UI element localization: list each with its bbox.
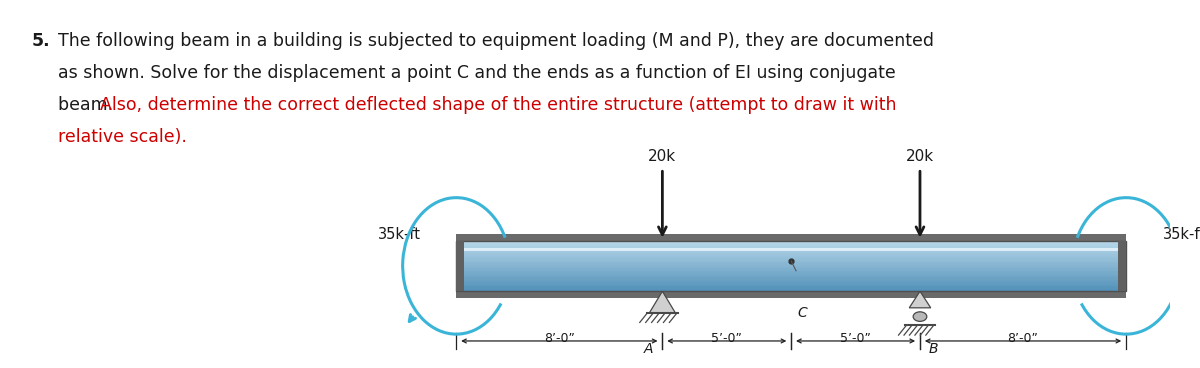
- Bar: [456, 286, 1126, 287]
- Bar: [456, 241, 464, 291]
- Text: 5’-0”: 5’-0”: [712, 332, 743, 345]
- Bar: [456, 290, 1126, 291]
- Bar: [456, 259, 1126, 261]
- Bar: [456, 289, 1126, 290]
- Bar: [1118, 241, 1126, 291]
- Text: 8’-0”: 8’-0”: [1008, 332, 1038, 345]
- Text: 20k: 20k: [648, 149, 677, 163]
- Bar: [456, 247, 1126, 248]
- Text: beam.: beam.: [59, 96, 119, 114]
- Bar: [456, 270, 1126, 271]
- Bar: [456, 262, 1126, 263]
- Bar: [456, 291, 1126, 298]
- Bar: [456, 244, 1126, 245]
- Bar: [456, 257, 1126, 258]
- Bar: [456, 243, 1126, 244]
- Bar: [456, 253, 1126, 255]
- Text: C: C: [797, 306, 806, 320]
- Bar: [456, 245, 1126, 247]
- Text: 8’-0”: 8’-0”: [544, 332, 575, 345]
- Bar: [456, 241, 1126, 242]
- Bar: [456, 282, 1126, 284]
- Bar: [456, 267, 1126, 268]
- Bar: [456, 265, 1126, 266]
- Bar: [456, 281, 1126, 282]
- Text: relative scale).: relative scale).: [59, 128, 187, 146]
- Text: as shown. Solve for the displacement a point C and the ends as a function of EI : as shown. Solve for the displacement a p…: [59, 64, 896, 82]
- Text: 5.: 5.: [31, 32, 50, 50]
- Bar: [456, 258, 1126, 259]
- Bar: [456, 280, 1126, 281]
- Bar: [456, 266, 1126, 267]
- Bar: [456, 279, 1126, 280]
- Bar: [456, 250, 1126, 251]
- Bar: [456, 285, 1126, 286]
- Bar: [456, 275, 1126, 276]
- Text: Also, determine the correct deflected shape of the entire structure (attempt to : Also, determine the correct deflected sh…: [101, 96, 896, 114]
- Bar: [456, 248, 1126, 250]
- Bar: [456, 255, 1126, 256]
- Bar: [456, 276, 1126, 277]
- Bar: [456, 248, 1126, 251]
- Ellipse shape: [913, 312, 926, 321]
- Polygon shape: [649, 291, 676, 313]
- Bar: [456, 271, 1126, 272]
- Bar: [456, 241, 1126, 291]
- Text: A: A: [644, 342, 654, 356]
- Bar: [456, 256, 1126, 257]
- Text: 35k-ft: 35k-ft: [378, 227, 421, 242]
- Bar: [456, 234, 1126, 241]
- Text: 35k-ft: 35k-ft: [1163, 227, 1200, 242]
- Bar: [456, 273, 1126, 275]
- Text: B: B: [929, 342, 938, 356]
- Bar: [456, 277, 1126, 279]
- Bar: [456, 284, 1126, 285]
- Text: 20k: 20k: [906, 149, 934, 163]
- Bar: [456, 268, 1126, 270]
- Text: The following beam in a building is subjected to equipment loading (M and P), th: The following beam in a building is subj…: [59, 32, 935, 50]
- Bar: [456, 261, 1126, 262]
- Polygon shape: [910, 291, 931, 308]
- Bar: [456, 251, 1126, 252]
- Bar: [456, 272, 1126, 273]
- Bar: [456, 287, 1126, 289]
- Bar: [456, 242, 1126, 243]
- Bar: [456, 252, 1126, 253]
- Text: 5’-0”: 5’-0”: [840, 332, 871, 345]
- Bar: [456, 263, 1126, 265]
